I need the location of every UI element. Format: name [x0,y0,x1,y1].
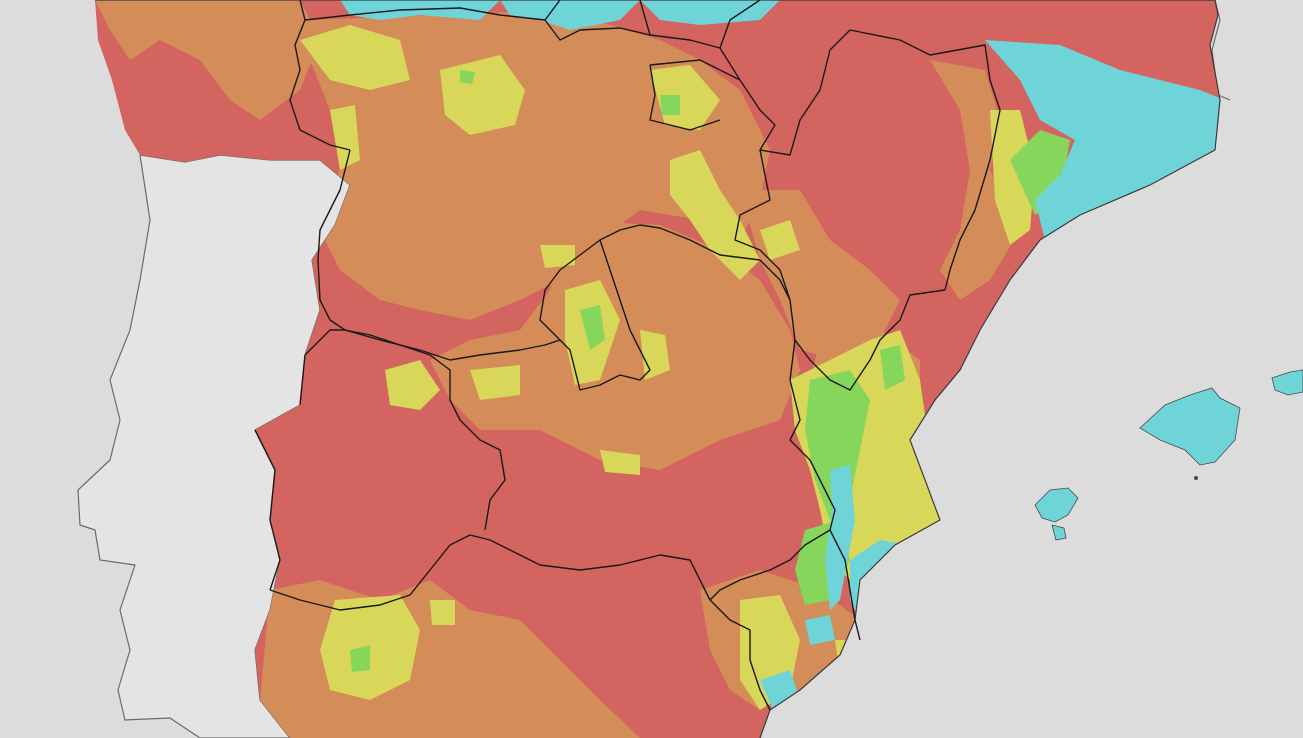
menorca [1271,369,1303,396]
cabrera-islet [1194,476,1198,480]
spain-outline [95,0,1221,738]
ibiza [1034,487,1079,523]
region-borders [254,0,1001,711]
mallorca [1139,387,1241,466]
france-coast [1211,0,1231,101]
formentera [1051,524,1067,541]
